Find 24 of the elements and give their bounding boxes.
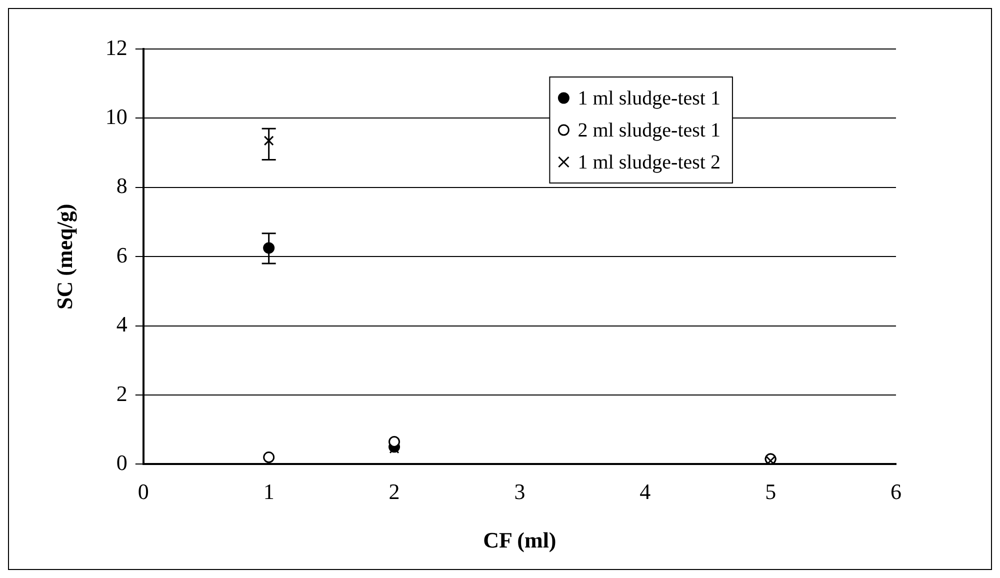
y-tick-label: 8	[116, 173, 128, 198]
y-tick-label: 4	[116, 312, 128, 337]
point	[264, 136, 274, 146]
y-axis-title: SC (meq/g)	[52, 204, 77, 310]
y-tick-label: 6	[116, 242, 128, 268]
y-tick-label: 2	[116, 380, 128, 406]
legend-label: 2 ml sludge-test 1	[578, 119, 720, 142]
legend-label: 1 ml sludge-test 1	[578, 87, 720, 110]
point	[388, 436, 400, 448]
x-axis-title: CF (ml)	[483, 527, 556, 552]
y-tick-label: 0	[116, 450, 128, 475]
point	[263, 452, 275, 464]
x-tick-label: 2	[388, 479, 400, 504]
legend-label: 1 ml sludge-test 2	[578, 151, 720, 174]
y-tick-label: 10	[105, 104, 128, 129]
x-tick-label: 0	[138, 479, 149, 504]
x-tick-label: 1	[263, 479, 274, 504]
x-tick-label: 3	[514, 479, 526, 504]
x-tick-label: 4	[640, 479, 651, 504]
x-tick-label: 5	[765, 479, 776, 504]
point	[766, 456, 776, 464]
x-tick-label: 6	[890, 479, 902, 504]
y-tick-label: 12	[105, 34, 128, 60]
point	[389, 444, 400, 454]
